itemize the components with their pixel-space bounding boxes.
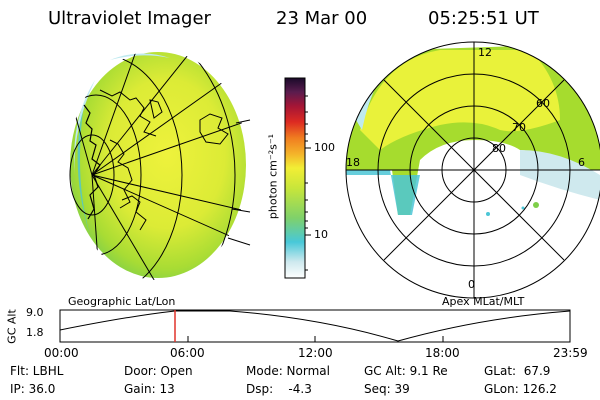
orbit-ylabel: GC Alt [5,309,19,344]
lat-label-70: 70 [512,121,526,134]
status-mode: Mode: Normal [246,364,330,378]
polar-plot [345,41,600,299]
mlt-label-0: 0 [468,278,475,291]
instrument-title: Ultraviolet Imager [48,8,211,29]
orbit-ytick-1_8: 1.8 [26,326,44,339]
lat-label-80: 80 [492,142,506,155]
status-door: Door: Open [124,364,193,378]
left-panel-caption: Geographic Lat/Lon [68,295,176,308]
orbit-xtick-0600: 06:00 [170,346,205,360]
colorbar [284,77,311,279]
time-label: 05:25:51 UT [428,8,539,29]
orbit-xtick-1200: 12:00 [298,346,333,360]
colorbar-tick-10: 10 [314,228,328,241]
status-glat: GLat: 67.9 [484,364,551,378]
right-panel-caption: Apex MLat/MLT [442,295,525,308]
orbit-plot [59,309,571,343]
earth-image [68,50,251,280]
date-label: 23 Mar 00 [276,8,368,29]
lat-label-60: 60 [536,97,550,110]
status-ip: IP: 36.0 [10,382,56,396]
status-glon: GLon: 126.2 [484,382,557,396]
mlt-label-18: 18 [346,156,360,169]
orbit-ytick-9: 9.0 [26,306,44,319]
colorbar-tick-100: 100 [314,141,335,154]
orbit-xtick-2359: 23:59 [553,346,588,360]
status-filter: Flt: LBHL [10,364,64,378]
mlt-label-6: 6 [578,156,585,169]
status-gc-alt: GC Alt: 9.1 Re [364,364,448,378]
status-seq: Seq: 39 [364,382,410,396]
colorbar-unit-label: photon cm⁻²s⁻¹ [266,133,280,220]
orbit-xtick-0000: 00:00 [44,346,79,360]
status-gain: Gain: 13 [124,382,175,396]
orbit-xtick-1800: 18:00 [425,346,460,360]
mlt-label-12: 12 [478,46,492,59]
status-dsp: Dsp: -4.3 [246,382,312,396]
